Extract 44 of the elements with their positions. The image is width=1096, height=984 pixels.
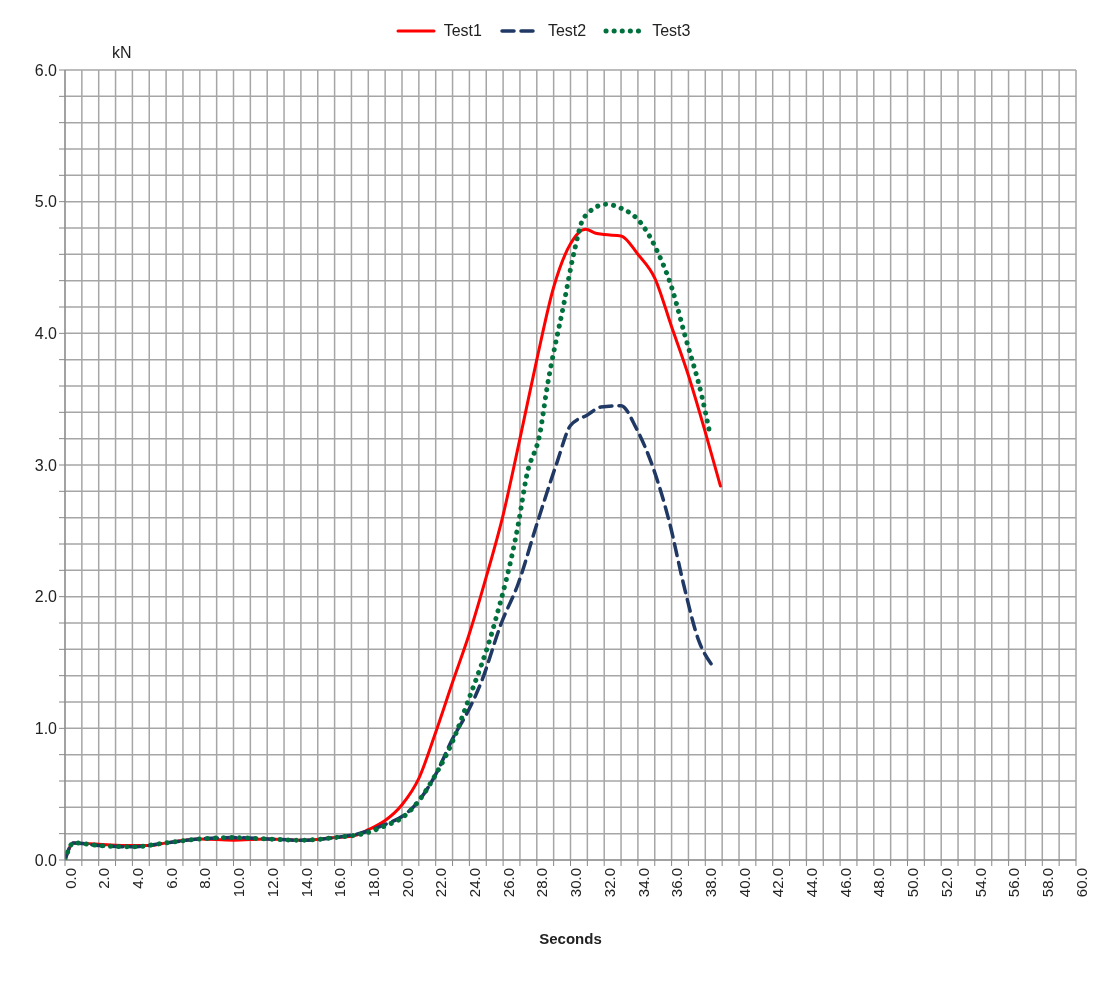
x-tick-label: 28.0: [533, 868, 551, 898]
x-tick-label: 40.0: [735, 868, 753, 898]
x-tick-label: 12.0: [263, 868, 281, 898]
x-tick-label: 8.0: [196, 868, 214, 889]
line-series: [65, 404, 714, 860]
y-tick-label: 5.0: [34, 193, 58, 211]
x-tick-label: 2.0: [95, 868, 113, 889]
x-tick-label: 10.0: [230, 868, 248, 898]
x-tick-label: 4.0: [129, 868, 147, 889]
x-tick-label: 58.0: [1038, 868, 1056, 898]
x-tick-label: 0.0: [61, 868, 79, 889]
y-tick-label: 0.0: [34, 851, 58, 869]
x-tick-label: 22.0: [432, 868, 450, 898]
x-tick-label: 48.0: [870, 868, 888, 898]
x-tick-label: 36.0: [668, 868, 686, 898]
x-tick-label: 52.0: [937, 868, 955, 898]
x-tick-label: 56.0: [1005, 868, 1023, 898]
legend-label: Test2: [547, 22, 587, 40]
legend-label: Test1: [443, 22, 482, 40]
y-tick-label: 4.0: [34, 325, 58, 343]
x-tick-label: 50.0: [904, 868, 922, 898]
x-tick-label: 60.0: [1072, 868, 1090, 898]
y-tick-label: 3.0: [34, 456, 58, 474]
y-tick-label: 2.0: [34, 588, 58, 606]
x-tick-label: 14.0: [297, 868, 315, 898]
x-axis-title: Seconds: [539, 930, 602, 947]
y-axis-title: kN: [112, 44, 132, 62]
legend-label: Test3: [652, 22, 691, 40]
x-tick-label: 34.0: [634, 868, 652, 898]
x-tick-label: 20.0: [398, 868, 416, 898]
x-tick-label: 42.0: [769, 868, 787, 898]
y-tick-label: 1.0: [34, 720, 58, 738]
x-tick-label: 16.0: [331, 868, 349, 898]
x-tick-label: 46.0: [836, 868, 854, 898]
x-tick-label: 44.0: [803, 868, 821, 898]
x-tick-label: 54.0: [971, 868, 989, 898]
x-tick-label: 26.0: [499, 868, 517, 898]
x-tick-label: 30.0: [567, 868, 585, 898]
x-tick-label: 24.0: [466, 868, 484, 898]
x-tick-label: 38.0: [701, 868, 719, 898]
x-tick-label: 6.0: [162, 868, 180, 889]
x-tick-label: 32.0: [600, 868, 618, 898]
x-tick-label: 18.0: [364, 868, 382, 898]
y-tick-label: 6.0: [34, 61, 58, 79]
